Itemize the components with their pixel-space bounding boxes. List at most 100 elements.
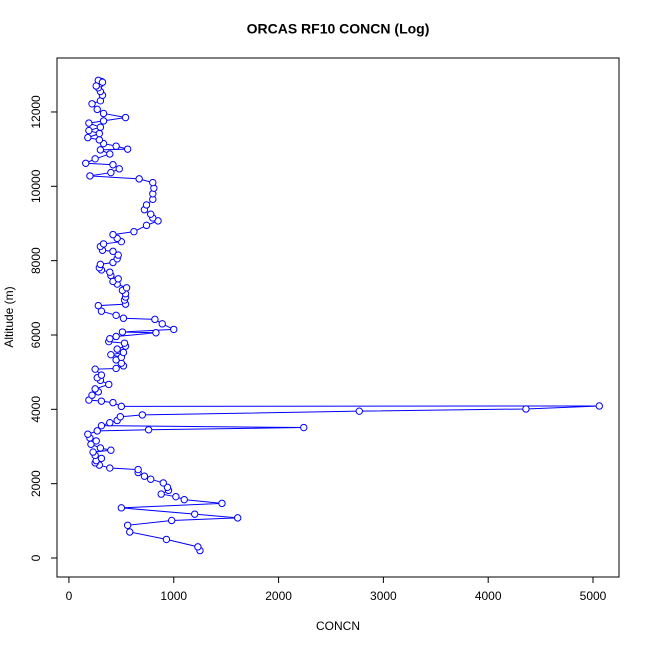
data-point [191, 510, 199, 518]
data-point [119, 314, 128, 322]
data-point [88, 391, 96, 399]
data-point [121, 113, 130, 122]
data-point [118, 328, 127, 336]
data-point [159, 479, 167, 487]
data-point [109, 398, 117, 407]
data-point [194, 543, 202, 551]
data-point [112, 142, 120, 150]
data-point [96, 444, 105, 452]
data-point [109, 230, 117, 239]
data-point [163, 483, 172, 492]
data-point [135, 175, 143, 183]
y-tick-label: 4000 [29, 396, 43, 423]
data-point [113, 345, 121, 353]
data-point [95, 136, 104, 144]
data-point [106, 150, 114, 158]
data-point [91, 155, 99, 163]
data-point [98, 78, 107, 86]
data-point [85, 126, 93, 135]
data-point [96, 260, 105, 269]
data-point [95, 129, 104, 138]
data-point [94, 301, 102, 310]
data-point [99, 240, 108, 248]
data-point [149, 178, 157, 187]
data-point [107, 168, 115, 177]
data-point [93, 427, 101, 435]
data-point [170, 325, 178, 334]
data-point [522, 405, 530, 413]
data-point [89, 448, 97, 456]
x-tick-label: 4000 [475, 589, 502, 603]
data-point [92, 82, 100, 90]
y-tick-label: 6000 [29, 321, 43, 348]
data-point [86, 172, 94, 180]
data-point [138, 411, 147, 419]
data-point [106, 419, 114, 427]
data-point [84, 430, 92, 438]
data-point [142, 221, 151, 230]
data-point [167, 516, 176, 525]
data-point [140, 472, 149, 480]
plot-box [56, 57, 620, 578]
x-axis-label: CONCN [316, 619, 360, 633]
y-tick-label: 12000 [29, 95, 43, 129]
data-point [82, 159, 90, 167]
data-point [595, 402, 603, 410]
y-tick-label: 8000 [29, 247, 43, 274]
data-point [162, 535, 171, 544]
data-point [233, 514, 242, 522]
data-point [158, 320, 166, 328]
data-point [218, 499, 226, 508]
data-point [126, 528, 134, 536]
data-point [107, 446, 115, 454]
data-point [99, 117, 108, 125]
data-point [151, 315, 159, 324]
x-tick-label: 1000 [160, 589, 187, 603]
data-point [112, 311, 120, 319]
data-point [117, 504, 126, 512]
data-point [91, 385, 99, 393]
y-tick-label: 10000 [29, 169, 43, 203]
data-point [109, 161, 117, 169]
data-point [112, 332, 120, 341]
data-point [157, 490, 165, 498]
data-point [107, 350, 115, 359]
data-point [91, 365, 99, 373]
data-point [99, 109, 108, 118]
data-point [92, 437, 100, 445]
data-point [355, 407, 363, 415]
x-tick-label: 5000 [580, 589, 607, 603]
data-point [144, 426, 153, 434]
data-point [116, 413, 125, 421]
data-point [123, 145, 132, 153]
data-point [84, 133, 92, 142]
x-tick-label: 0 [66, 589, 73, 603]
data-point [85, 119, 93, 127]
data-point [114, 251, 122, 259]
data-point [119, 348, 128, 357]
data-point [105, 380, 113, 389]
data-point [97, 371, 106, 379]
data-point [112, 364, 120, 373]
data-point [120, 339, 129, 347]
data-point [88, 100, 96, 108]
data-point [97, 397, 106, 405]
x-tick-label: 3000 [370, 589, 397, 603]
data-point [96, 123, 105, 131]
data-point [96, 146, 105, 154]
chart-title: ORCAS RF10 CONCN (Log) [247, 21, 430, 37]
data-point [147, 475, 155, 483]
data-point [97, 421, 106, 430]
data-point [106, 335, 114, 343]
y-tick-label: 0 [29, 554, 43, 561]
y-tick-label: 2000 [29, 470, 43, 497]
y-axis-label: Altitude (m) [2, 286, 16, 347]
data-point [152, 329, 160, 337]
data-point [180, 495, 188, 504]
data-point [114, 275, 122, 283]
data-point [172, 492, 180, 501]
data-point [122, 284, 131, 292]
data-point [147, 210, 155, 218]
data-point [123, 521, 132, 529]
